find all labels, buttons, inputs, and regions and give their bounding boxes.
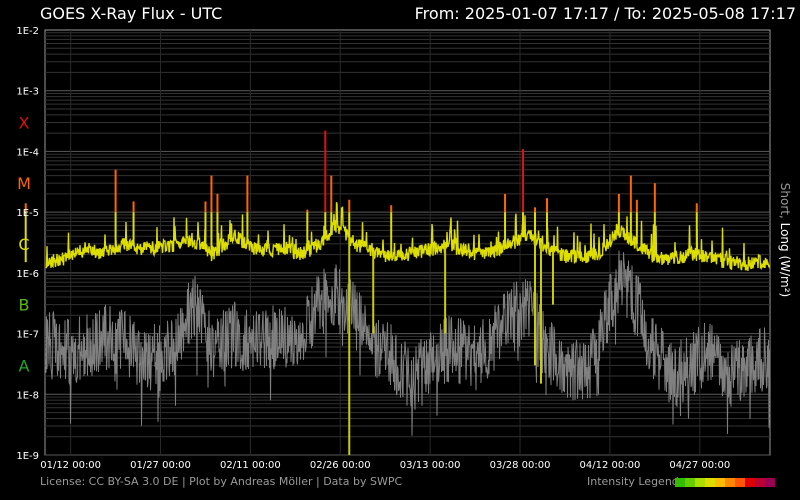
legend-swatch — [725, 478, 735, 487]
legend-swatch — [755, 478, 765, 487]
x-tick-label: 03/13 00:00 — [400, 460, 461, 471]
y-tick-label: 1E-3 — [16, 87, 39, 98]
flare-class-x: X — [19, 113, 30, 132]
legend-swatch — [745, 478, 755, 487]
x-tick-labels: 01/12 00:00 01/27 00:00 02/11 00:00 02/26 0… — [40, 460, 730, 471]
series-long — [45, 202, 771, 271]
license-footer: License: CC BY-SA 3.0 DE | Plot by Andre… — [40, 475, 403, 488]
x-tick-label: 03/28 00:00 — [490, 460, 551, 471]
flare-class-labels: A B C M X — [17, 113, 31, 375]
legend-swatch — [735, 478, 745, 487]
x-tick-label: 02/11 00:00 — [220, 460, 281, 471]
flare-class-a: A — [19, 356, 30, 375]
series-layer — [24, 130, 771, 455]
legend-swatch — [715, 478, 725, 487]
y-tick-label: 1E-7 — [16, 330, 39, 341]
legend-swatch — [765, 478, 775, 487]
axis-label-short: Short — [778, 182, 792, 215]
x-tick-label: 01/27 00:00 — [130, 460, 191, 471]
axis-label-long: Long (W/m²) — [778, 222, 792, 298]
axis-label: Short, Long (W/m²) — [778, 183, 792, 297]
y-tick-label: 1E-5 — [16, 208, 39, 219]
legend-swatch — [695, 478, 705, 487]
y-tick-label: 1E-6 — [16, 269, 39, 280]
x-tick-label: 04/27 00:00 — [669, 460, 730, 471]
y-tick-label: 1E-9 — [16, 451, 39, 462]
date-range: From: 2025-01-07 17:17 / To: 2025-05-08 … — [414, 4, 796, 23]
flare-class-m: M — [17, 174, 31, 193]
axis-label-sep: , — [778, 214, 792, 223]
x-tick-label: 04/12 00:00 — [579, 460, 640, 471]
flare-class-c: C — [18, 235, 29, 254]
chart-title: GOES X-Ray Flux - UTC — [40, 4, 223, 23]
x-tick-label: 01/12 00:00 — [40, 460, 101, 471]
intensity-legend-bar — [675, 478, 775, 487]
y-tick-label: 1E-4 — [16, 147, 39, 158]
legend-swatch — [675, 478, 685, 487]
intensity-legend-label: Intensity Legend — [587, 475, 679, 488]
x-tick-label: 02/26 00:00 — [310, 460, 371, 471]
y-tick-label: 1E-8 — [16, 390, 39, 401]
y-tick-label: 1E-2 — [16, 26, 39, 37]
legend-swatch — [705, 478, 715, 487]
series-short — [45, 250, 770, 436]
y-tick-labels: 1E-9 1E-8 1E-7 1E-6 1E-5 1E-4 1E-3 1E-2 — [16, 26, 39, 462]
legend-swatch — [685, 478, 695, 487]
flare-class-b: B — [19, 296, 30, 315]
